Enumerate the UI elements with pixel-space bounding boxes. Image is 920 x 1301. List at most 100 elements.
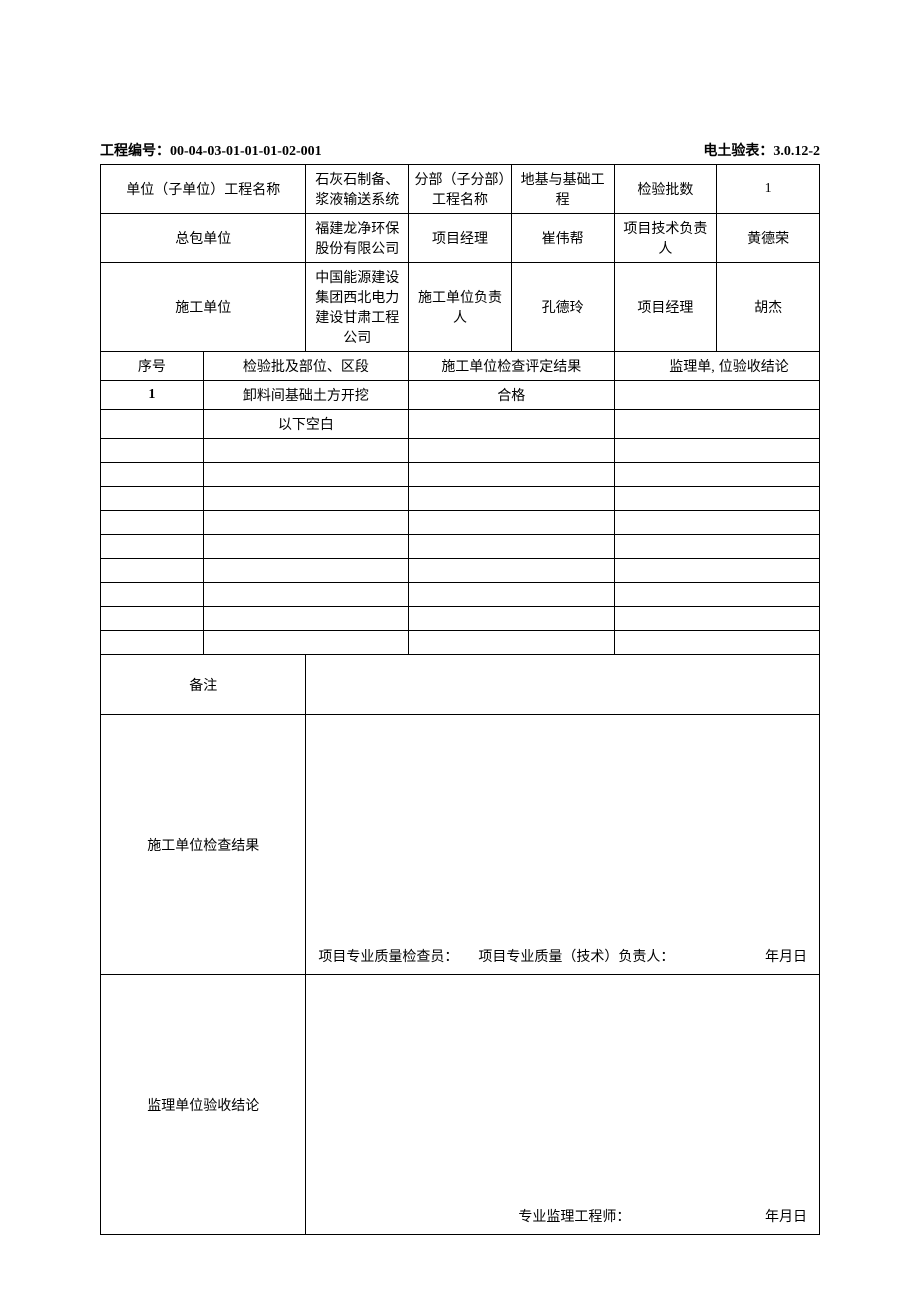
row-seq <box>101 607 204 631</box>
row-result <box>409 535 614 559</box>
unit-project-name-value: 石灰石制备、浆液输送系统 <box>306 165 409 214</box>
tech-lead-label: 项目技术负责人 <box>614 214 717 263</box>
info-row-2: 总包单位 福建龙净环保股份有限公司 项目经理 崔伟帮 项目技术负责人 黄德荣 <box>101 214 820 263</box>
quality-tech-lead-label: 项目专业质量（技术）负责人： <box>478 946 674 966</box>
table-header-row: 序号 检验批及部位、区段 施工单位检查评定结果 监理单, 位验收结论 <box>101 352 820 381</box>
row-concl <box>614 511 819 535</box>
tech-lead-value: 黄德荣 <box>717 214 820 263</box>
row-result <box>409 511 614 535</box>
construction-date-label: 年月日 <box>765 946 807 966</box>
supervision-signoff-row: 监理单位验收结论 专业监理工程师： 年月日 <box>101 975 820 1235</box>
row-result <box>409 439 614 463</box>
table-row <box>101 631 820 655</box>
col-result-header: 施工单位检查评定结果 <box>409 352 614 381</box>
construction-lead-value: 孔德玲 <box>511 263 614 352</box>
project-no: 00-04-03-01-01-01-02-001 <box>170 144 322 159</box>
general-contractor-value: 福建龙净环保股份有限公司 <box>306 214 409 263</box>
construction-check-label: 施工单位检查结果 <box>101 715 306 975</box>
row-seq <box>101 410 204 439</box>
form-no: 3.0.12-2 <box>773 144 820 159</box>
row-seq <box>101 535 204 559</box>
col-concl-header2: 位验收结论 <box>717 352 820 381</box>
col-part-header: 检验批及部位、区段 <box>203 352 408 381</box>
row-part: 卸料间基础土方开挖 <box>203 381 408 410</box>
row-result <box>409 583 614 607</box>
row-seq <box>101 487 204 511</box>
subdivision-name-label: 分部（子分部）工程名称 <box>409 165 512 214</box>
form-label: 电土验表： <box>703 144 773 159</box>
table-row: 1 卸料间基础土方开挖 合格 <box>101 381 820 410</box>
project-manager2-value: 胡杰 <box>717 263 820 352</box>
row-seq <box>101 463 204 487</box>
construction-unit-value: 中国能源建设集团西北电力建设甘肃工程公司 <box>306 263 409 352</box>
main-form-table: 单位（子单位）工程名称 石灰石制备、浆液输送系统 分部（子分部）工程名称 地基与… <box>100 164 820 1235</box>
construction-lead-label: 施工单位负责人 <box>409 263 512 352</box>
col-concl-header1: 监理单, <box>614 352 717 381</box>
row-result <box>409 559 614 583</box>
row-concl <box>614 439 819 463</box>
row-result <box>409 410 614 439</box>
row-result <box>409 463 614 487</box>
project-manager-value: 崔伟帮 <box>511 214 614 263</box>
remarks-value <box>306 655 820 715</box>
supervision-check-content: 专业监理工程师： 年月日 <box>306 975 820 1235</box>
construction-check-content: 项目专业质量检查员： 项目专业质量（技术）负责人： 年月日 <box>306 715 820 975</box>
row-seq <box>101 511 204 535</box>
table-row <box>101 559 820 583</box>
row-part <box>203 463 408 487</box>
row-concl <box>614 410 819 439</box>
row-result <box>409 607 614 631</box>
row-concl <box>614 607 819 631</box>
supervision-check-label: 监理单位验收结论 <box>101 975 306 1235</box>
row-seq <box>101 583 204 607</box>
table-row <box>101 439 820 463</box>
row-part <box>203 583 408 607</box>
project-manager2-label: 项目经理 <box>614 263 717 352</box>
col-seq-header: 序号 <box>101 352 204 381</box>
construction-unit-label: 施工单位 <box>101 263 306 352</box>
table-row: 以下空白 <box>101 410 820 439</box>
row-seq <box>101 439 204 463</box>
info-row-1: 单位（子单位）工程名称 石灰石制备、浆液输送系统 分部（子分部）工程名称 地基与… <box>101 165 820 214</box>
batch-count-label: 检验批数 <box>614 165 717 214</box>
table-row <box>101 487 820 511</box>
table-row <box>101 463 820 487</box>
row-result <box>409 631 614 655</box>
row-seq <box>101 631 204 655</box>
subdivision-name-value: 地基与基础工程 <box>511 165 614 214</box>
row-concl <box>614 487 819 511</box>
row-concl <box>614 631 819 655</box>
construction-signoff-row: 施工单位检查结果 项目专业质量检查员： 项目专业质量（技术）负责人： 年月日 <box>101 715 820 975</box>
row-seq: 1 <box>101 381 204 410</box>
row-concl <box>614 559 819 583</box>
row-part <box>203 487 408 511</box>
table-row <box>101 535 820 559</box>
general-contractor-label: 总包单位 <box>101 214 306 263</box>
project-no-label: 工程编号： <box>100 144 170 159</box>
row-concl <box>614 463 819 487</box>
row-part <box>203 511 408 535</box>
info-row-3: 施工单位 中国能源建设集团西北电力建设甘肃工程公司 施工单位负责人 孔德玲 项目… <box>101 263 820 352</box>
quality-inspector-label: 项目专业质量检查员： <box>318 946 458 966</box>
row-part <box>203 631 408 655</box>
row-seq <box>101 559 204 583</box>
supervision-date-label: 年月日 <box>765 1206 807 1226</box>
batch-count-value: 1 <box>717 165 820 214</box>
project-manager-label: 项目经理 <box>409 214 512 263</box>
row-concl <box>614 583 819 607</box>
row-concl <box>614 535 819 559</box>
remarks-label: 备注 <box>101 655 306 715</box>
row-part <box>203 439 408 463</box>
table-row <box>101 607 820 631</box>
table-row <box>101 511 820 535</box>
row-part <box>203 559 408 583</box>
unit-project-name-label: 单位（子单位）工程名称 <box>101 165 306 214</box>
row-part <box>203 535 408 559</box>
row-result <box>409 487 614 511</box>
document-header: 工程编号：00-04-03-01-01-01-02-001 电土验表：3.0.1… <box>100 140 820 160</box>
remarks-row: 备注 <box>101 655 820 715</box>
table-row <box>101 583 820 607</box>
row-part <box>203 607 408 631</box>
supervision-engineer-label: 专业监理工程师： <box>518 1206 630 1226</box>
row-part: 以下空白 <box>203 410 408 439</box>
